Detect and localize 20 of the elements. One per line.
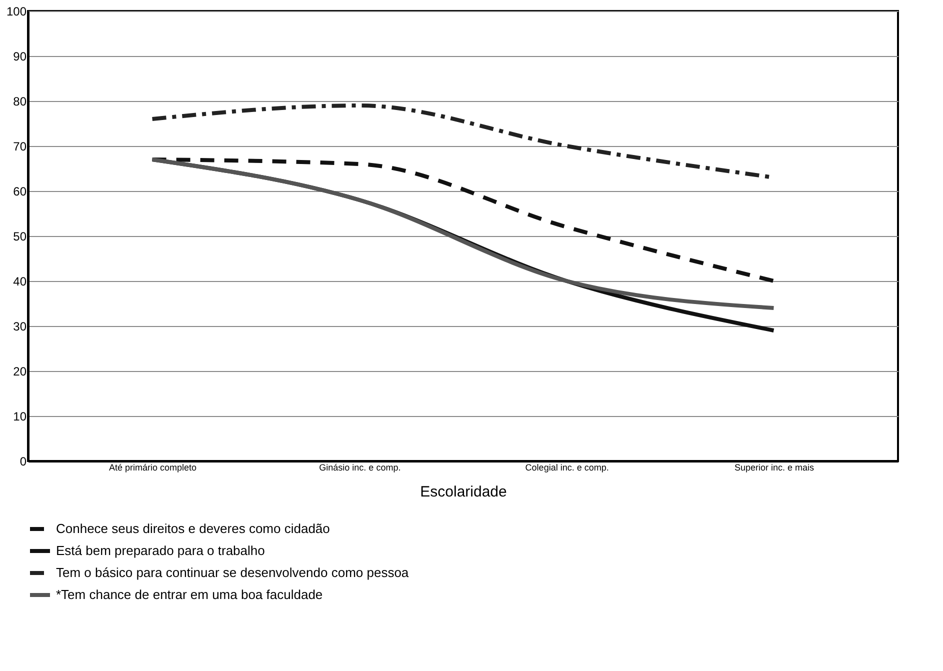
y-tick-label: 60 [13, 184, 27, 198]
legend-label: Está bem preparado para o trabalho [56, 543, 265, 558]
y-tick-label: 40 [13, 274, 27, 288]
y-tick-label: 10 [13, 410, 27, 424]
legend-label: Conhece seus direitos e deveres como cidadão [56, 521, 330, 536]
legend-label: *Tem chance de entrar em uma boa faculdade [56, 587, 323, 602]
y-tick-label: 50 [13, 230, 27, 244]
x-axis-title: Escolaridade [420, 484, 507, 500]
x-tick-label: Até primário completo [109, 462, 197, 472]
legend-label: Tem o básico para continuar se desenvolvendo como pessoa [56, 565, 410, 580]
x-tick-label: Colegial inc. e comp. [525, 462, 609, 472]
y-tick-label: 80 [13, 94, 27, 108]
y-tick-label: 0 [20, 454, 27, 468]
y-tick-label: 90 [13, 50, 27, 64]
x-tick-label: Ginásio inc. e comp. [319, 462, 401, 472]
x-tick-label: Superior inc. e mais [734, 462, 814, 472]
y-tick-label: 30 [13, 320, 27, 334]
y-tick-label: 70 [13, 140, 27, 154]
y-tick-label: 100 [6, 4, 27, 18]
y-tick-label: 20 [13, 364, 27, 378]
